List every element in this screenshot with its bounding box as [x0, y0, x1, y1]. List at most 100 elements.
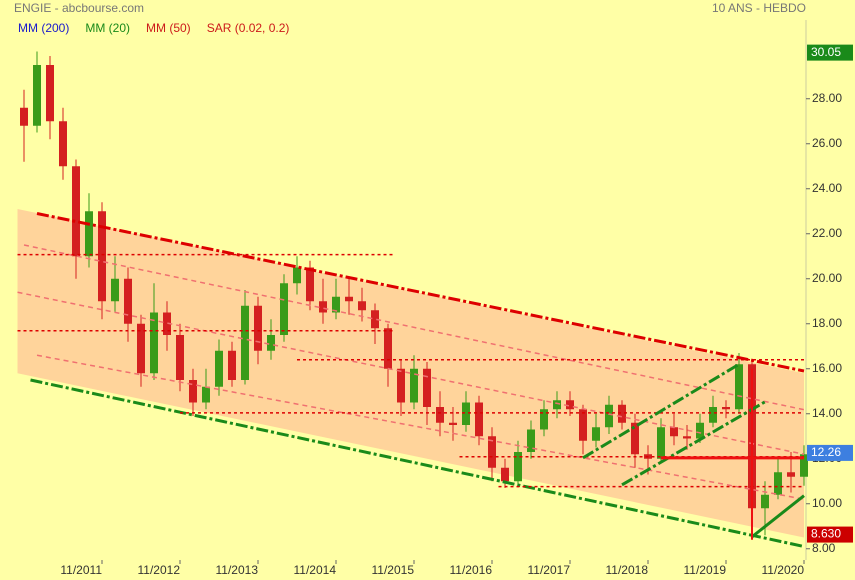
- x-tick-label: 11/2013: [216, 563, 259, 577]
- candle-body: [787, 472, 795, 477]
- chart-title: ENGIE - abcbourse.com: [14, 1, 144, 15]
- candle-body: [85, 211, 93, 257]
- candle-body: [774, 472, 782, 495]
- candle-body: [527, 429, 535, 452]
- legend-entry: SAR (0.02, 0.2): [207, 21, 290, 35]
- candle-body: [20, 107, 28, 126]
- candle-body: [59, 121, 67, 167]
- candle-body: [488, 436, 496, 468]
- x-tick-label: 11/2015: [372, 563, 415, 577]
- candle-body: [436, 407, 444, 423]
- y-tick-label: 20.00: [812, 271, 842, 285]
- candle-body: [657, 427, 665, 459]
- price-badge: [807, 526, 853, 543]
- candle-body: [423, 368, 431, 407]
- candle-body: [150, 312, 158, 374]
- price-badge-label: 8.630: [811, 527, 841, 541]
- x-tick-label: 11/2011: [60, 563, 102, 577]
- y-tick-label: 10.00: [812, 496, 842, 510]
- candle-body: [735, 364, 743, 410]
- candle-body: [462, 402, 470, 425]
- candle-body: [72, 166, 80, 257]
- x-tick-label: 11/2019: [684, 563, 727, 577]
- x-tick-label: 11/2012: [138, 563, 181, 577]
- candle-body: [384, 328, 392, 369]
- legend-entry: MM (20): [85, 21, 130, 35]
- candle-body: [163, 312, 171, 335]
- candle-body: [111, 278, 119, 302]
- candle-body: [371, 310, 379, 329]
- y-tick-label: 28.00: [812, 91, 842, 105]
- candle-body: [124, 278, 132, 324]
- candle-body: [306, 267, 314, 302]
- trend-line: [30, 378, 805, 548]
- trend-line: [36, 354, 805, 500]
- trend-line: [17, 291, 805, 455]
- trend-line: [621, 400, 766, 487]
- candle-body: [670, 427, 678, 437]
- x-tick-label: 11/2017: [528, 563, 571, 577]
- candle-body: [722, 407, 730, 410]
- price-badge-label: 12.26: [811, 445, 841, 459]
- x-tick-label: 11/2016: [450, 563, 493, 577]
- candle-body: [46, 65, 54, 122]
- candle-body: [189, 380, 197, 403]
- candle-body: [566, 400, 574, 410]
- candle-body: [540, 409, 548, 430]
- price-badge: [807, 44, 853, 61]
- candle-body: [241, 305, 249, 380]
- candle-body: [553, 400, 561, 410]
- candle-body: [579, 409, 587, 441]
- y-tick-label: 22.00: [812, 226, 842, 240]
- y-tick-label: 16.00: [812, 361, 842, 375]
- candle-body: [254, 305, 262, 351]
- candle-body: [267, 335, 275, 351]
- candle-body: [696, 422, 704, 439]
- candle-body: [332, 296, 340, 313]
- candle-body: [761, 494, 769, 509]
- candle-body: [280, 283, 288, 335]
- y-tick-label: 8.00: [812, 541, 836, 555]
- candle-body: [410, 368, 418, 403]
- candle-body: [345, 296, 353, 302]
- y-tick-label: 14.00: [812, 406, 842, 420]
- candle-body: [137, 323, 145, 374]
- y-tick-label: 26.00: [812, 136, 842, 150]
- x-tick-label: 11/2020: [762, 563, 805, 577]
- trend-line: [582, 362, 740, 460]
- candle-body: [358, 301, 366, 311]
- candle-body: [800, 454, 808, 477]
- candle-body: [202, 386, 210, 403]
- chart-subtitle: 10 ANS - HEBDO: [712, 1, 806, 15]
- candle-body: [475, 402, 483, 437]
- candle-body: [397, 368, 405, 403]
- price-badge: [807, 444, 853, 461]
- legend-entry: MM (200): [18, 21, 69, 35]
- candle-body: [592, 427, 600, 441]
- candle-body: [293, 267, 301, 284]
- candle-body: [514, 452, 522, 482]
- candle-body: [228, 350, 236, 380]
- y-tick-label: 24.00: [812, 181, 842, 195]
- candle-body: [709, 407, 717, 423]
- candle-body: [98, 211, 106, 302]
- x-tick-label: 11/2014: [294, 563, 337, 577]
- trend-line: [751, 494, 805, 539]
- candle-body: [33, 65, 41, 126]
- y-tick-label: 18.00: [812, 316, 842, 330]
- legend-entry: MM (50): [146, 21, 191, 35]
- candle-body: [501, 467, 509, 482]
- candle-body: [319, 301, 327, 313]
- candle-body: [683, 436, 691, 439]
- candle-body: [215, 350, 223, 387]
- trend-line: [36, 212, 805, 373]
- x-tick-label: 11/2018: [606, 563, 649, 577]
- candle-body: [449, 422, 457, 425]
- candle-body: [618, 404, 626, 423]
- price-badge-label: 30.05: [811, 45, 841, 59]
- trend-line: [23, 244, 805, 411]
- candle-body: [605, 404, 613, 428]
- candle-body: [176, 335, 184, 380]
- candle-body: [631, 422, 639, 455]
